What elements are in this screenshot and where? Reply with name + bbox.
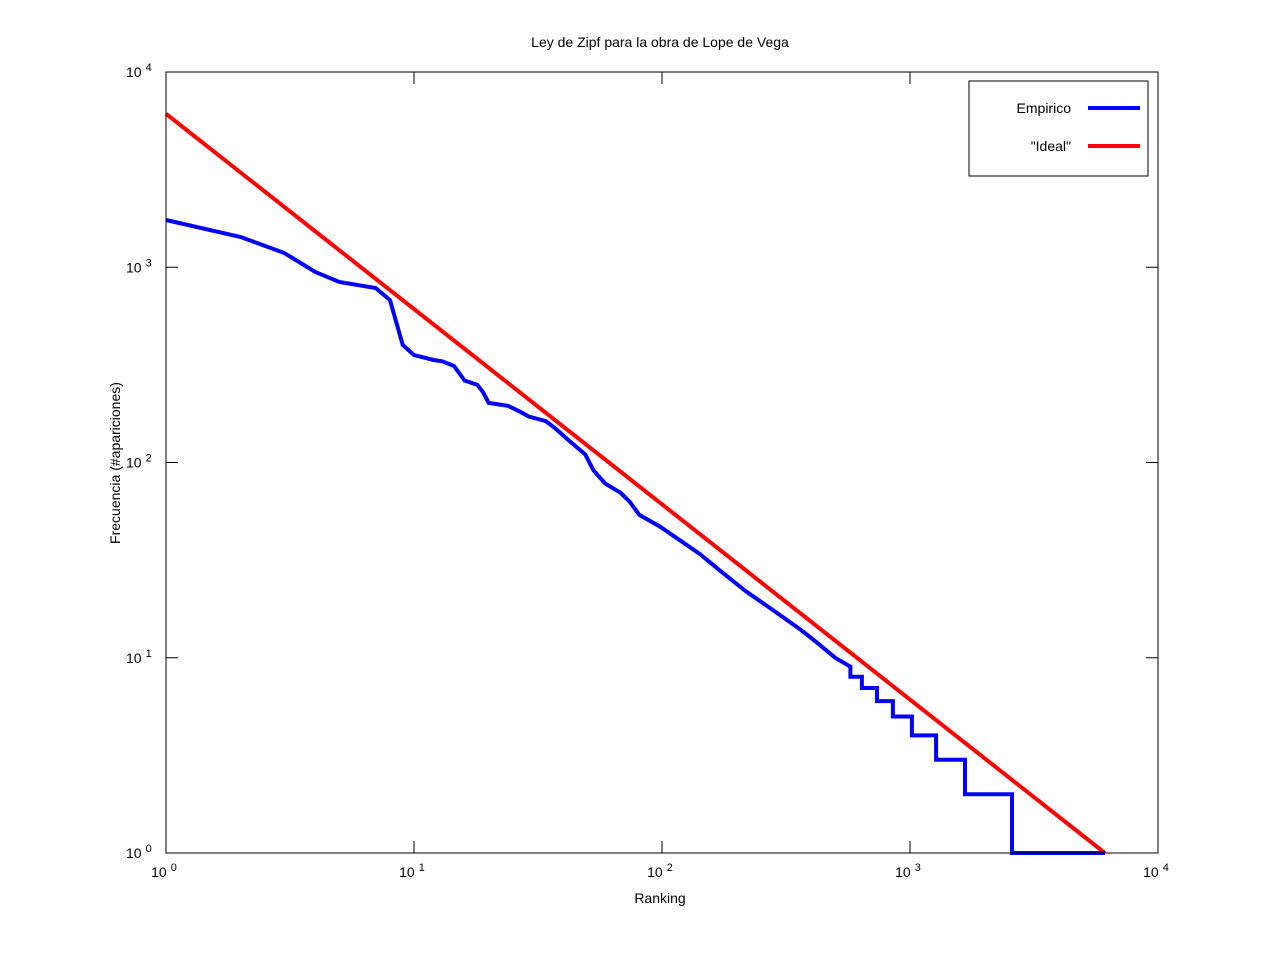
series-line-empirico [166, 220, 1105, 853]
legend-box [969, 81, 1148, 176]
legend: Empirico "Ideal" [969, 81, 1148, 176]
plot-frame [166, 72, 1158, 853]
legend-label-ideal: "Ideal" [1031, 138, 1071, 154]
series-line-ideal [166, 114, 1105, 853]
x-axis-label: Ranking [634, 890, 685, 906]
chart-title: Ley de Zipf para la obra de Lope de Vega [531, 34, 789, 50]
legend-label-empirico: Empirico [1017, 100, 1072, 116]
y-axis-label: Frecuencia (#apariciones) [107, 382, 123, 544]
